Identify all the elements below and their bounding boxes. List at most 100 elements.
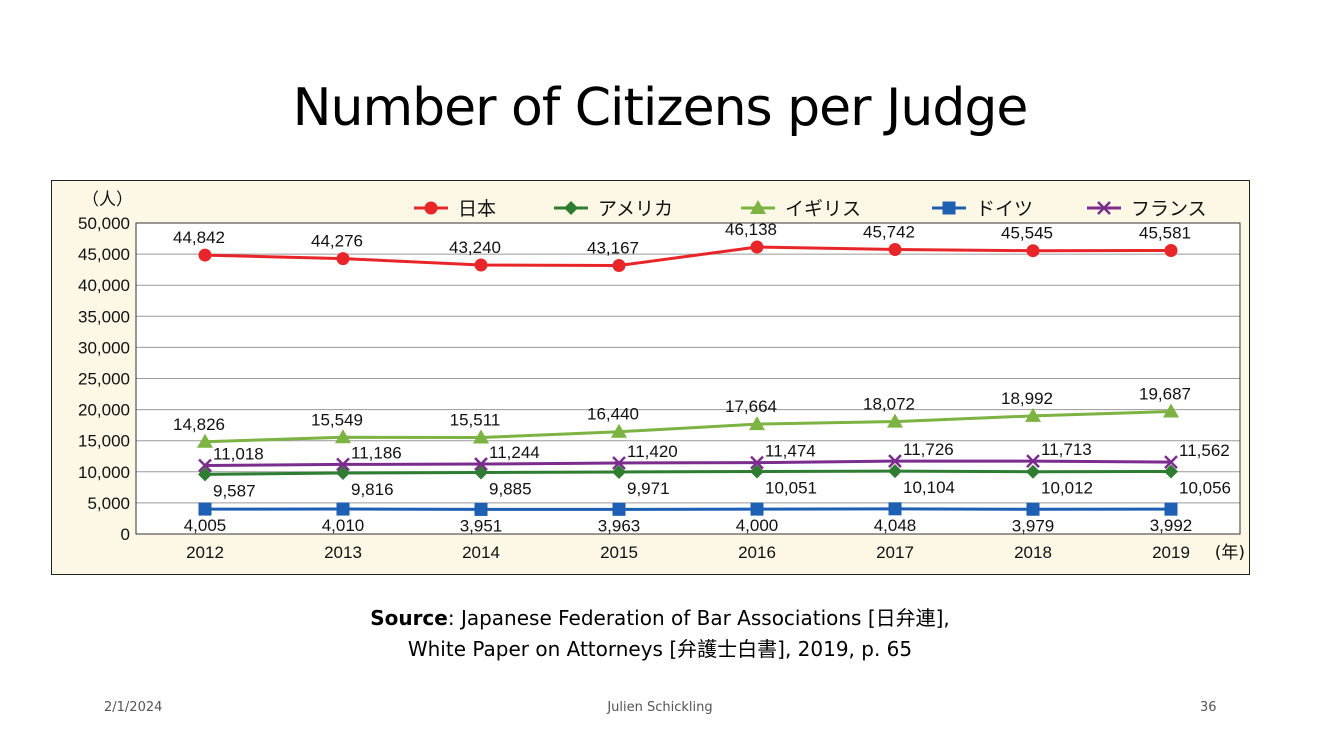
series-3-point <box>197 433 213 448</box>
y-tick-label: 15,000 <box>78 432 130 451</box>
y-tick-label: 25,000 <box>78 370 130 389</box>
slide-title: Number of Citizens per Judge <box>292 78 1029 138</box>
footer-date: 2/1/2024 <box>104 700 163 715</box>
y-tick-label: 0 <box>121 525 130 544</box>
series-1-line <box>204 245 1172 268</box>
legend-marker <box>750 200 766 214</box>
series-4-point <box>336 502 350 516</box>
x-tick-label: 2016 <box>738 543 776 562</box>
legend-label: アメリカ <box>598 198 673 220</box>
series-5-data-label: 11,713 <box>1041 440 1092 459</box>
y-tick-label: 5,000 <box>87 494 130 513</box>
x-tick-label: 2017 <box>876 543 914 562</box>
y-tick-label: 35,000 <box>78 307 130 326</box>
series-5-point <box>1164 455 1178 469</box>
x-tick-label: 2019 <box>1152 543 1190 562</box>
y-tick-label: 40,000 <box>78 276 130 295</box>
series-2-data-label: 9,816 <box>351 480 394 499</box>
series-4-data-label: 4,010 <box>322 516 365 535</box>
series-1-point <box>888 242 902 256</box>
series-3-point <box>473 429 489 444</box>
series-5-point <box>1026 454 1040 469</box>
series-4-point <box>1164 502 1178 516</box>
series-3-data-label: 18,992 <box>1001 389 1053 408</box>
series-1-point <box>336 252 350 266</box>
y-tick-label: 20,000 <box>78 401 130 420</box>
source-text: : Japanese Federation of Bar Association… <box>447 606 950 630</box>
series-4-data-label: 3,979 <box>1012 516 1055 535</box>
legend-marker <box>564 201 578 215</box>
series-3-point <box>749 416 765 431</box>
series-3-point <box>335 429 351 444</box>
series-4-data-label: 4,048 <box>874 516 917 535</box>
series-1-point <box>1164 243 1178 257</box>
series-2-data-label: 9,587 <box>213 481 256 500</box>
series-4-point <box>198 502 212 516</box>
series-2-point <box>750 464 764 479</box>
series-1-data-label: 44,842 <box>173 228 225 247</box>
y-tick-label: 50,000 <box>78 214 130 233</box>
series-1-data-label: 46,138 <box>725 220 777 239</box>
series-5-data-label: 11,474 <box>765 442 816 461</box>
series-3-line <box>204 410 1172 444</box>
legend-label: 日本 <box>458 198 496 220</box>
series-3-data-label: 17,664 <box>725 397 777 416</box>
series-3-data-label: 18,072 <box>863 395 915 414</box>
series-1-data-label: 43,240 <box>449 238 501 257</box>
series-3-point <box>1163 403 1179 418</box>
series-5-point <box>336 457 350 472</box>
series-1-data-label: 45,581 <box>1139 223 1191 242</box>
series-2-data-label: 9,885 <box>489 480 532 499</box>
source-line-1: Source: Japanese Federation of Bar Assoc… <box>0 603 1320 634</box>
series-2-data-label: 10,051 <box>765 478 817 497</box>
series-2-point <box>1164 464 1178 479</box>
series-3-point <box>611 423 627 438</box>
series-5-data-label: 11,186 <box>351 443 402 462</box>
series-5-data-label: 11,420 <box>627 442 678 461</box>
plot-border <box>135 222 1241 535</box>
x-tick-label: 2012 <box>186 543 224 562</box>
series-5-line <box>204 459 1172 467</box>
series-5-point <box>612 456 626 470</box>
y-unit-label: （人） <box>82 190 133 210</box>
series-3-data-label: 15,549 <box>311 410 363 429</box>
legend-label: ドイツ <box>976 198 1033 220</box>
series-3-data-label: 16,440 <box>587 405 639 424</box>
series-2-data-label: 10,056 <box>1179 478 1231 497</box>
series-5-point <box>474 457 488 471</box>
series-5-data-label: 11,244 <box>489 443 540 462</box>
series-5-point <box>198 458 212 473</box>
legend-marker <box>942 201 956 215</box>
series-4-data-label: 4,005 <box>184 516 227 535</box>
x-tick-label: 2018 <box>1014 543 1052 562</box>
y-tick-label: 30,000 <box>78 338 130 357</box>
citizens-per-judge-line-chart: 0 5,000 10,000 15,000 20,000 25,000 30,000 35,0… <box>78 190 1245 563</box>
series-4-line <box>204 507 1172 511</box>
x-unit-label: (年) <box>1215 543 1245 563</box>
x-tick-label: 2014 <box>462 543 500 562</box>
series-1-point <box>474 258 488 272</box>
legend-label: イギリス <box>785 198 861 220</box>
series-2-point <box>612 464 626 479</box>
series-3-point <box>1025 407 1041 422</box>
series-1-point <box>198 248 212 262</box>
legend-marker <box>424 201 438 215</box>
series-4-data-label: 4,000 <box>736 516 779 535</box>
series-4-data-label: 3,992 <box>1150 516 1193 535</box>
series-2-point <box>888 464 902 479</box>
series-3-data-label: 14,826 <box>173 415 225 434</box>
chart-panel: 0 5,000 10,000 15,000 20,000 25,000 30,000 35,0… <box>51 180 1250 575</box>
series-4-point <box>1026 502 1040 516</box>
source-citation: Source: Japanese Federation of Bar Assoc… <box>0 603 1320 665</box>
series-2-point <box>1026 464 1040 479</box>
slide-number: 36 <box>1200 700 1217 715</box>
series-5-data-label: 11,562 <box>1179 441 1230 460</box>
legend-marker <box>1097 201 1111 215</box>
series-2-data-label: 10,012 <box>1041 479 1093 498</box>
series-5-data-label: 11,726 <box>903 440 954 459</box>
x-tick-label: 2013 <box>324 543 362 562</box>
series-1-point <box>750 240 764 254</box>
series-4-point <box>750 502 764 516</box>
series-5-point <box>750 455 764 470</box>
series-1-point <box>1026 244 1040 258</box>
